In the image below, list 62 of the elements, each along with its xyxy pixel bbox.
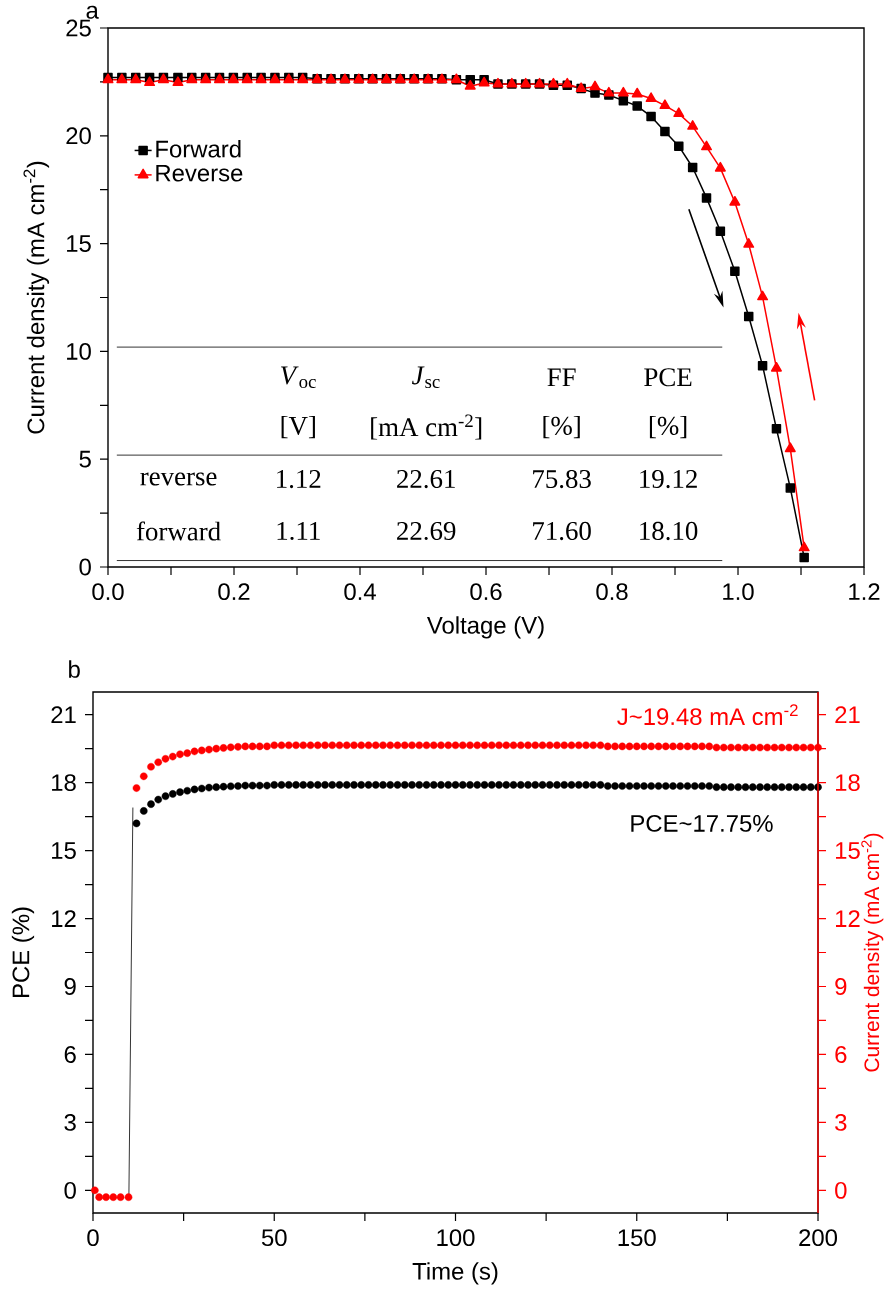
chart-title: b <box>69 660 80 678</box>
y2-tick-label: 15 <box>836 842 860 859</box>
x-tick-label: 150 <box>618 1229 656 1247</box>
annotation: PCE~17.75% <box>631 814 773 832</box>
y2-tick-label: 0 <box>835 1181 847 1199</box>
y-tick-label: 6 <box>64 1045 76 1063</box>
x-axis-title: Voltage (V) <box>426 616 544 639</box>
y2-tick-label: 9 <box>835 978 847 995</box>
x-tick-label: 0.4 <box>344 583 376 601</box>
annotation: FF <box>547 368 576 387</box>
x-tick-label: 0.6 <box>470 583 502 601</box>
x-tick-label: 50 <box>261 1229 287 1247</box>
annotation: [%] <box>649 415 687 439</box>
annotation: J$_{sc}$ <box>411 366 440 389</box>
annotation: 19.12 <box>640 469 697 489</box>
annotation: [%] <box>543 415 580 439</box>
annotation: [V] <box>281 415 315 439</box>
y-tick-label: 0 <box>79 558 91 576</box>
annotation: 22.61 <box>397 469 455 489</box>
y-tick-label: 21 <box>51 706 76 724</box>
x-tick-label: 0.2 <box>218 583 250 601</box>
y-tick-label: 0 <box>64 1181 76 1199</box>
y-axis-title: PCE (%) <box>11 907 35 998</box>
y-tick-label: 12 <box>52 910 76 927</box>
y-tick-label: 5 <box>79 450 91 468</box>
annotation: 22.69 <box>397 521 456 541</box>
y-tick-label: 15 <box>67 235 91 252</box>
x-tick-label: 1.0 <box>723 583 754 601</box>
y2-tick-label: 3 <box>835 1113 847 1131</box>
annotation: 71.60 <box>533 521 591 541</box>
annotation: 1.11 <box>277 521 320 541</box>
x-tick-label: 200 <box>799 1229 838 1247</box>
annotation: 1.12 <box>277 469 321 489</box>
x-axis-title: Time (s) <box>412 1262 498 1285</box>
chart-title: a <box>86 5 99 19</box>
y2-tick-label: 21 <box>835 706 860 724</box>
annotation: forward <box>136 521 221 541</box>
annotation: V$_{oc}$ <box>281 366 316 389</box>
legend-label: Forward <box>156 139 241 158</box>
annotation: J~19.48 mA cm$^{-2}$ <box>617 704 798 726</box>
annotation: PCE <box>644 368 692 387</box>
y-tick-label: 18 <box>52 774 76 792</box>
y-tick-label: 15 <box>52 842 76 859</box>
annotation: 75.83 <box>533 469 591 489</box>
x-tick-label: 1.2 <box>849 583 880 600</box>
y2-axis-title: Current density (mA cm$^{-2}$) <box>861 833 884 1072</box>
y2-tick-label: 12 <box>836 910 860 927</box>
y-tick-label: 9 <box>64 978 76 995</box>
y2-tick-label: 6 <box>835 1045 847 1063</box>
annotation: [mA cm$^{-2}$] <box>371 414 482 440</box>
x-tick-label: 0.0 <box>92 583 124 601</box>
y2-tick-label: 18 <box>836 774 860 792</box>
annotation: reverse <box>140 472 217 486</box>
x-tick-label: 0.8 <box>596 583 628 601</box>
y-tick-label: 10 <box>67 342 91 360</box>
y-tick-label: 25 <box>66 19 91 37</box>
legend-label: Reverse <box>156 164 243 182</box>
y-axis-title: Current density (mA cm$^{-2}$) <box>23 161 50 434</box>
y-tick-label: 20 <box>66 127 91 145</box>
y-tick-label: 3 <box>64 1113 76 1131</box>
x-tick-label: 100 <box>437 1229 475 1247</box>
annotation: 18.10 <box>640 521 698 541</box>
